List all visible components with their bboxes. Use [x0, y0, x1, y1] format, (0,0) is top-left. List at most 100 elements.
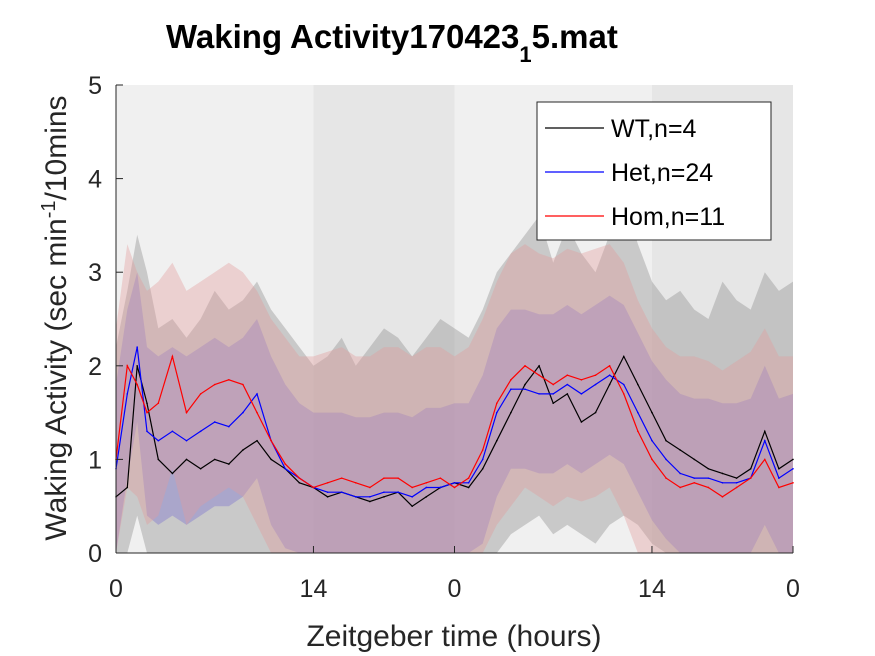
- data-point-wt: [637, 383, 639, 386]
- data-point-wt: [622, 355, 625, 358]
- data-point-het: [397, 491, 399, 493]
- data-point-hom: [425, 482, 428, 484]
- data-point-het: [228, 425, 230, 428]
- data-point-hom: [552, 383, 555, 386]
- data-point-wt: [496, 439, 498, 442]
- data-point-het: [735, 482, 738, 484]
- title-subscript: 1: [519, 42, 531, 67]
- data-point-wt: [594, 411, 597, 414]
- data-point-hom: [126, 365, 129, 367]
- legend-items: WT,n=4 Het,n=24 Hom,n=11: [545, 115, 725, 231]
- x-axis-label: Zeitgeber time (hours): [306, 620, 601, 653]
- data-point-het: [369, 496, 371, 498]
- data-point-hom: [481, 449, 484, 451]
- data-point-het: [608, 374, 611, 376]
- legend-label-hom: Hom,n=11: [611, 203, 725, 231]
- data-point-wt: [721, 472, 724, 475]
- data-point-het: [340, 491, 343, 493]
- data-point-wt: [136, 365, 138, 367]
- data-point-het: [354, 496, 357, 498]
- data-point-hom: [763, 458, 766, 461]
- data-point-wt: [256, 439, 258, 442]
- data-point-het: [185, 439, 188, 442]
- data-point-het: [256, 393, 258, 395]
- y-axis-label-part2: /10mins: [40, 95, 73, 200]
- y-axis: 0 1 2 3 4 5: [88, 72, 123, 568]
- data-point-het: [693, 477, 696, 479]
- data-point-het: [242, 411, 244, 414]
- data-point-wt: [778, 467, 780, 470]
- data-point-hom: [340, 477, 343, 479]
- legend-label-het: Het,n=24: [611, 159, 713, 187]
- data-point-wt: [383, 496, 385, 498]
- data-point-hom: [298, 477, 301, 479]
- data-point-het: [665, 458, 667, 461]
- data-point-het: [707, 477, 710, 479]
- data-point-het: [411, 496, 413, 498]
- data-point-hom: [284, 463, 287, 465]
- data-point-het: [651, 439, 653, 442]
- data-point-hom: [312, 486, 315, 489]
- data-point-wt: [481, 467, 484, 470]
- data-point-hom: [453, 486, 456, 489]
- data-point-hom: [622, 393, 625, 395]
- data-point-het: [552, 393, 555, 395]
- data-point-het: [213, 421, 216, 423]
- series-points-het: [115, 346, 794, 498]
- x-tick-label: 0: [109, 575, 123, 603]
- data-point-hom: [146, 411, 148, 414]
- data-point-hom: [136, 383, 138, 386]
- data-point-hom: [510, 379, 512, 381]
- data-point-hom: [411, 486, 413, 489]
- data-point-hom: [637, 430, 639, 433]
- shading-light-0: [116, 85, 314, 553]
- band-hom: [116, 244, 793, 553]
- data-point-wt: [552, 402, 555, 405]
- data-point-het: [524, 388, 526, 391]
- y-tick-label: 4: [88, 166, 102, 194]
- data-point-het: [171, 430, 174, 433]
- y-tick-label: 0: [88, 540, 102, 568]
- data-point-hom: [792, 482, 794, 484]
- data-point-wt: [763, 430, 766, 433]
- data-point-hom: [213, 383, 216, 386]
- data-point-het: [510, 388, 512, 391]
- y-tick-label: 3: [88, 259, 102, 287]
- data-point-wt: [651, 411, 653, 414]
- data-point-wt: [749, 467, 752, 470]
- data-point-het: [467, 482, 470, 484]
- data-point-wt: [298, 482, 301, 484]
- y-tick-label: 1: [88, 446, 102, 474]
- data-point-hom: [157, 402, 160, 405]
- data-point-hom: [199, 393, 202, 395]
- data-point-hom: [749, 477, 752, 479]
- data-point-hom: [467, 477, 470, 479]
- data-point-het: [566, 383, 569, 386]
- y-tick-label: 5: [88, 72, 102, 100]
- band-het: [116, 272, 793, 553]
- data-point-het: [721, 482, 724, 484]
- data-point-hom: [326, 482, 329, 484]
- series-lines: [115, 346, 794, 508]
- data-point-het: [439, 486, 442, 489]
- data-point-het: [594, 383, 597, 386]
- data-point-wt: [270, 458, 272, 461]
- data-point-hom: [707, 486, 710, 489]
- data-point-wt: [326, 496, 329, 498]
- x-axis: 0 14 0 14 0: [109, 546, 800, 603]
- data-point-hom: [171, 355, 174, 358]
- data-point-hom: [270, 439, 272, 442]
- data-point-wt: [199, 467, 202, 470]
- data-point-hom: [439, 477, 442, 479]
- y-axis-label-part1: Waking Activity (sec min: [40, 218, 73, 540]
- y-axis-label-sup: -1: [38, 200, 60, 218]
- data-point-hom: [369, 486, 371, 489]
- data-point-hom: [566, 374, 569, 376]
- data-point-wt: [707, 467, 710, 470]
- data-point-het: [146, 430, 148, 433]
- data-point-het: [199, 430, 202, 433]
- legend-box: [536, 101, 772, 241]
- data-point-hom: [580, 379, 583, 381]
- data-point-wt: [157, 458, 160, 461]
